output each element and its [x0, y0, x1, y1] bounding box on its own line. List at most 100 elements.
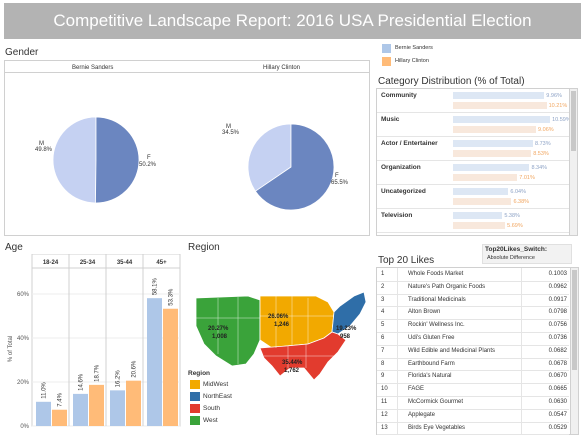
- age-bar-label-clinton: 53.3%: [169, 288, 175, 306]
- category-row[interactable]: Music 10.59% 9.06%: [377, 113, 571, 137]
- region-label-west-pct: 20.27%: [208, 326, 229, 332]
- top20-row[interactable]: 2 Nature's Path Organic Foods 0.0962: [377, 282, 569, 295]
- top20-row[interactable]: 7 Wild Edible and Medicinal Plants 0.0682: [377, 346, 569, 359]
- age-chart: 60% 40% 20% 0% % of Total 18-24 11.0% 7.4% 25-34…: [8, 254, 181, 430]
- category-label: Organization: [381, 164, 421, 171]
- top20-name: Nature's Path Organic Foods: [408, 283, 486, 290]
- legend-swatch-clinton: [382, 57, 391, 66]
- top20-scroll-thumb[interactable]: [572, 270, 577, 370]
- category-row[interactable]: Community 9.96% 10.21%: [377, 89, 569, 113]
- top20-row[interactable]: 11 McCormick Gourmet 0.0630: [377, 397, 569, 410]
- top20-value: 0.0547: [548, 411, 567, 418]
- region-section-title: Region: [188, 242, 220, 253]
- top20-scrollbar[interactable]: [570, 268, 578, 434]
- top20-row[interactable]: 13 Birds Eye Vegetables 0.0529: [377, 423, 569, 436]
- age-bar-sanders[interactable]: [110, 390, 125, 426]
- category-bar-sanders: [453, 164, 530, 171]
- pie-slice-male[interactable]: [247, 123, 292, 192]
- top20-row[interactable]: 3 Traditional Medicinals 0.0917: [377, 295, 569, 308]
- top20-name: FAGE: [408, 386, 425, 393]
- age-bar-label-sanders: 16.2%: [116, 370, 122, 388]
- category-value-clinton: 5.69%: [507, 223, 523, 229]
- category-bar-clinton: [453, 174, 518, 181]
- category-panel: Community 9.96% 10.21% Music 10.59% 9.06% Acto…: [376, 88, 578, 236]
- top20-switch-control[interactable]: Top20Likes_Switch: Absolute Difference: [482, 244, 572, 264]
- region-west: [195, 295, 261, 367]
- top20-name: Birds Eye Vegetables: [408, 424, 466, 431]
- pie-slice-female[interactable]: [95, 116, 140, 204]
- region-legend-swatch: [190, 380, 200, 389]
- gender-panel: [4, 60, 370, 236]
- legend-swatch-sanders: [382, 44, 391, 53]
- top20-row[interactable]: 5 Rockin' Wellness Inc. 0.0756: [377, 320, 569, 333]
- age-ytick-label: 40%: [17, 336, 30, 342]
- category-scroll-thumb[interactable]: [571, 91, 576, 151]
- top20-name: Applegate: [408, 411, 436, 418]
- top20-row[interactable]: 8 Earthbound Farm 0.0678: [377, 359, 569, 372]
- region-label-northeast-pct: 19.23%: [336, 326, 357, 332]
- category-bar-sanders: [453, 140, 534, 147]
- top20-switch-value[interactable]: Absolute Difference: [487, 255, 535, 261]
- region-map[interactable]: 26.06% 1,246 20.27% 1,008 19.23% 958 35.…: [188, 256, 374, 436]
- region-legend-label[interactable]: South: [203, 405, 220, 412]
- region-legend-swatch: [190, 392, 200, 401]
- top20-section-title: Top 20 Likes: [378, 255, 435, 266]
- region-legend-label[interactable]: NorthEast: [203, 393, 232, 400]
- age-section-title: Age: [5, 242, 23, 253]
- age-bar-clinton[interactable]: [52, 409, 67, 426]
- category-value-clinton: 10.21%: [548, 103, 568, 109]
- age-bar-label-clinton: 7.4%: [58, 392, 64, 406]
- category-row[interactable]: Organization 8.34% 7.01%: [377, 161, 569, 185]
- legend-label-clinton[interactable]: Hillary Clinton: [395, 58, 429, 64]
- top20-name: Rockin' Wellness Inc.: [408, 322, 465, 329]
- top20-name: Wild Edible and Medicinal Plants: [408, 347, 496, 354]
- top20-rank: 6: [381, 335, 385, 341]
- age-bar-label-clinton: 20.6%: [132, 360, 138, 378]
- region-legend-label[interactable]: MidWest: [203, 381, 229, 388]
- top20-value: 0.0962: [548, 283, 567, 290]
- category-scrollbar[interactable]: [569, 89, 577, 235]
- region-legend-label[interactable]: West: [203, 417, 218, 424]
- top20-rank: 11: [381, 399, 388, 405]
- gender-pie-sanders: [52, 116, 140, 204]
- category-label: Television: [381, 212, 413, 219]
- top20-row[interactable]: 6 Udi's Gluten Free 0.0736: [377, 333, 569, 346]
- category-value-clinton: 6.38%: [513, 199, 530, 205]
- top20-value: 0.0670: [548, 373, 567, 380]
- top20-row[interactable]: 10 FAGE 0.0665: [377, 384, 569, 397]
- top20-name: Traditional Medicinals: [408, 296, 466, 303]
- region-label-midwest-count: 1,246: [274, 322, 290, 328]
- top20-rank: 1: [381, 271, 385, 277]
- age-ytick-label: 0%: [20, 424, 29, 430]
- age-bar-clinton[interactable]: [163, 308, 178, 426]
- category-bar-sanders: [453, 116, 551, 123]
- category-value-clinton: 9.06%: [538, 127, 554, 133]
- top20-row[interactable]: 4 Alton Brown 0.0798: [377, 307, 569, 321]
- pie-clinton-f-value: 65.5%: [331, 180, 349, 186]
- category-value-clinton: 7.01%: [519, 175, 535, 181]
- pie-slice-male[interactable]: [52, 116, 97, 204]
- age-yaxis-label: % of Total: [8, 336, 14, 362]
- region-label-midwest-pct: 26.06%: [268, 314, 289, 320]
- top20-value: 0.0736: [548, 335, 567, 341]
- category-row[interactable]: Actor / Entertainer 8.73% 8.53%: [377, 137, 569, 161]
- top20-row[interactable]: 12 Applegate 0.0547: [377, 410, 569, 423]
- age-bar-clinton[interactable]: [89, 384, 104, 426]
- legend-label-sanders[interactable]: Bernie Sanders: [395, 45, 433, 51]
- top20-row[interactable]: 1 Whole Foods Market 0.1003: [377, 269, 569, 282]
- age-bar-sanders[interactable]: [73, 393, 88, 426]
- top20-row[interactable]: 9 Florida's Natural 0.0670: [377, 371, 569, 385]
- pie-slice-female[interactable]: [254, 123, 335, 211]
- top20-name: Whole Foods Market: [408, 271, 464, 277]
- category-row[interactable]: Television 5.38% 5.69%: [377, 209, 569, 233]
- age-bar-sanders[interactable]: [36, 401, 51, 426]
- category-bar-clinton: [453, 150, 532, 157]
- top20-rank: 3: [381, 296, 385, 303]
- category-row[interactable]: Uncategorized 6.04% 6.38%: [377, 185, 569, 209]
- age-group-label: 35-44: [117, 260, 133, 266]
- age-bar-sanders[interactable]: [147, 298, 162, 426]
- top20-value: 0.1003: [548, 271, 567, 277]
- category-value-sanders: 10.59%: [552, 117, 571, 123]
- age-bar-label-sanders: 11.0%: [42, 382, 48, 399]
- age-bar-clinton[interactable]: [126, 380, 141, 426]
